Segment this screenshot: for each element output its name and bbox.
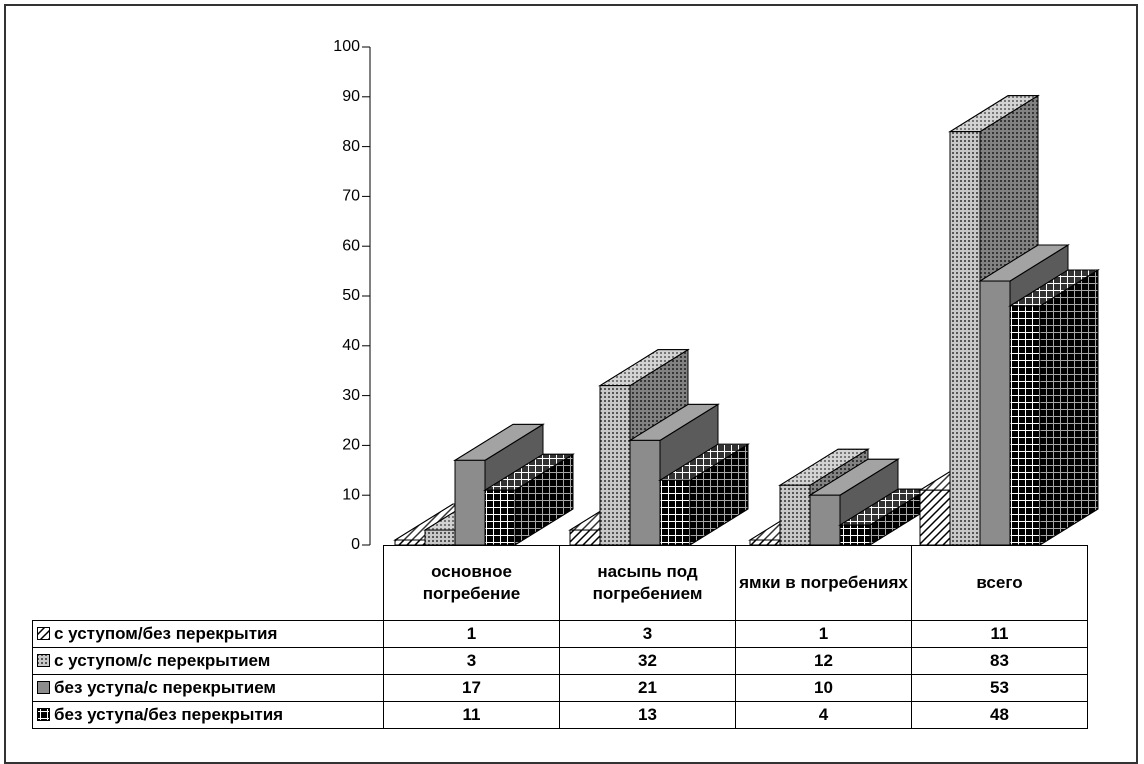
row-label-cell: с уступом/с перекрытием — [32, 647, 384, 675]
value-cell: 3 — [383, 647, 560, 675]
series-row: с уступом/без перекрытия 1 3 1 11 — [32, 620, 1088, 648]
bar — [919, 489, 951, 546]
row-label-cell: без уступа/с перекрытием — [32, 674, 384, 702]
legend-key — [37, 681, 50, 694]
data-table: основное погребение насыпь под погребение… — [32, 545, 1088, 729]
value-cell: 17 — [383, 674, 560, 702]
value-cell: 13 — [559, 701, 736, 729]
bar — [839, 524, 871, 546]
y-tick-label: 60 — [342, 237, 360, 254]
legend-label: без уступа/без перекрытия — [54, 705, 284, 724]
legend-label: с уступом/без перекрытия — [54, 624, 278, 643]
legend-swatch — [37, 708, 50, 721]
blank-cell — [32, 545, 384, 621]
category-label: всего — [911, 545, 1088, 621]
legend-swatch — [37, 681, 50, 694]
series-row: без уступа/с перекрытием 17 21 10 53 — [32, 674, 1088, 702]
series-row: без уступа/без перекрытия 11 13 4 48 — [32, 701, 1088, 729]
bar — [779, 484, 811, 546]
bar — [454, 459, 486, 546]
bar — [484, 489, 516, 546]
y-tick-label: 0 — [351, 536, 360, 553]
bar-side-shade — [1039, 269, 1099, 546]
y-tick-label: 20 — [342, 437, 360, 454]
category-label: насыпь под погребением — [559, 545, 736, 621]
y-tick-label: 70 — [342, 188, 360, 205]
value-cell: 10 — [735, 674, 912, 702]
value-cell: 1 — [383, 620, 560, 648]
header-row: основное погребение насыпь под погребение… — [32, 545, 1088, 621]
value-cell: 48 — [911, 701, 1088, 729]
y-tick-label: 90 — [342, 88, 360, 105]
bar — [1009, 305, 1041, 546]
y-tick-label: 10 — [342, 486, 360, 503]
bar — [629, 439, 661, 546]
value-cell: 11 — [383, 701, 560, 729]
y-tick-label: 30 — [342, 387, 360, 404]
legend-key — [37, 708, 50, 721]
category-label: ямки в погребениях — [735, 545, 912, 621]
value-cell: 32 — [559, 647, 736, 675]
legend-label: с уступом/с перекрытием — [54, 651, 271, 670]
y-tick-label: 50 — [342, 287, 360, 304]
bar — [949, 131, 981, 546]
value-cell: 3 — [559, 620, 736, 648]
y-tick-label: 80 — [342, 138, 360, 155]
y-tick-label: 100 — [333, 38, 360, 55]
row-label-cell: без уступа/без перекрытия — [32, 701, 384, 729]
y-tick-label: 40 — [342, 337, 360, 354]
legend-label: без уступа/с перекрытием — [54, 678, 276, 697]
value-cell: 4 — [735, 701, 912, 729]
bar — [809, 494, 841, 546]
series-row: с уступом/с перекрытием 3 32 12 83 — [32, 647, 1088, 675]
value-cell: 12 — [735, 647, 912, 675]
value-cell: 21 — [559, 674, 736, 702]
value-cell: 1 — [735, 620, 912, 648]
value-cell: 11 — [911, 620, 1088, 648]
category-label: основное погребение — [383, 545, 560, 621]
value-cell: 53 — [911, 674, 1088, 702]
bar — [979, 280, 1011, 546]
bar — [569, 529, 601, 546]
legend-key — [37, 654, 50, 667]
legend-swatch — [37, 627, 50, 640]
row-label-cell: с уступом/без перекрытия — [32, 620, 384, 648]
bar — [599, 385, 631, 546]
bar — [659, 479, 691, 546]
legend-swatch — [37, 654, 50, 667]
bar — [424, 529, 456, 546]
value-cell: 83 — [911, 647, 1088, 675]
legend-key — [37, 627, 50, 640]
